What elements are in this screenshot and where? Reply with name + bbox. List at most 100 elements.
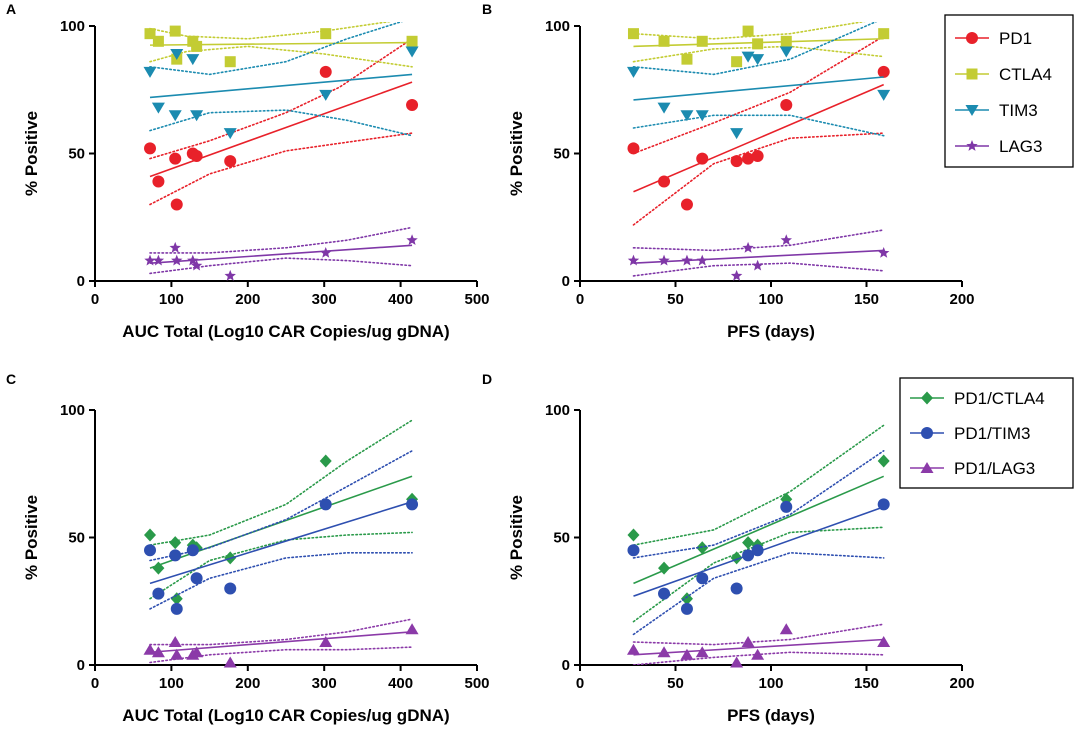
data-point: [780, 35, 792, 47]
data-point: [168, 636, 182, 648]
panel-label: B: [482, 1, 492, 17]
fit-layer: [149, 449, 413, 610]
data-point: [681, 53, 693, 65]
data-point: [780, 500, 793, 513]
confidence-band-lower: [632, 262, 885, 277]
legend-marker: [921, 391, 933, 405]
confidence-band-lower: [149, 551, 413, 610]
legend-marker: [966, 140, 978, 151]
regression-line: [149, 631, 413, 654]
data-point: [319, 636, 333, 648]
y-tick-label: 50: [553, 530, 570, 547]
panel-label: A: [6, 1, 16, 17]
panel-c: C 0 50 100 0 100 200 300 400 500 AUC Total (Log10 …: [6, 371, 490, 725]
x-tick-label: 50: [667, 675, 684, 692]
data-point: [877, 636, 891, 648]
legend-label: PD1/TIM3: [954, 424, 1031, 443]
data-point: [627, 544, 640, 557]
data-point: [780, 99, 793, 112]
x-tick-label: 0: [91, 675, 99, 692]
legend-marker: [921, 427, 933, 439]
data-point: [742, 25, 754, 37]
series-pd1-lag3: [626, 623, 891, 668]
data-point: [627, 528, 640, 542]
data-point: [658, 35, 670, 47]
confidence-band-upper: [632, 449, 885, 559]
confidence-band-lower: [149, 531, 413, 600]
confidence-band-upper: [149, 37, 413, 160]
confidence-band-lower: [632, 45, 885, 63]
data-point: [152, 561, 165, 575]
x-axis-label: PFS (days): [727, 706, 815, 725]
confidence-band-lower: [632, 526, 885, 623]
y-tick-label: 50: [68, 530, 85, 547]
x-tick-label: 500: [464, 675, 489, 692]
data-point: [152, 175, 165, 188]
data-point: [658, 561, 671, 575]
data-point: [186, 544, 199, 557]
confidence-band-upper: [149, 22, 393, 40]
data-point: [190, 259, 203, 271]
x-tick-label: 0: [576, 291, 584, 308]
y-tick-label: 100: [60, 402, 85, 419]
x-tick-label: 100: [758, 675, 783, 692]
confidence-band-upper: [149, 419, 413, 546]
x-tick-label: 0: [576, 675, 584, 692]
data-point: [730, 582, 743, 595]
legend-bottom: PD1/CTLA4 PD1/TIM3 PD1/LAG3: [899, 377, 1074, 489]
data-point: [627, 142, 640, 155]
data-point: [406, 234, 418, 246]
series-lag3: [627, 229, 890, 281]
x-tick-label: 200: [235, 675, 260, 692]
confidence-band-lower: [149, 132, 413, 206]
series-pd1-tim3: [144, 449, 419, 615]
data-point: [223, 656, 237, 668]
data-point: [658, 254, 670, 266]
y-axis-label: % Positive: [22, 111, 41, 196]
x-axis-label: AUC Total (Log10 CAR Copies/ug gDNA): [122, 322, 449, 341]
legend-marker: [920, 462, 934, 473]
fit-layer: [632, 35, 885, 226]
confidence-band-upper: [632, 22, 878, 76]
x-tick-label: 200: [235, 291, 260, 308]
confidence-band-upper: [632, 229, 885, 252]
y-tick-label: 50: [553, 146, 570, 163]
y-tick-label: 0: [77, 657, 85, 674]
fit-layer: [632, 229, 885, 277]
data-point: [657, 646, 671, 658]
legend-label: CTLA4: [999, 65, 1052, 84]
data-point: [878, 28, 890, 40]
data-point: [144, 254, 156, 266]
data-point: [751, 54, 765, 66]
y-tick-label: 0: [562, 273, 570, 290]
data-point: [780, 234, 792, 246]
data-point: [741, 636, 755, 648]
data-point: [143, 643, 157, 655]
confidence-band-upper: [632, 623, 885, 646]
fit-layer: [149, 22, 413, 137]
regression-line: [633, 76, 884, 101]
data-point: [144, 142, 157, 155]
data-point: [779, 623, 793, 635]
regression-line: [149, 501, 413, 585]
x-tick-label: 150: [854, 675, 879, 692]
data-point: [742, 241, 754, 253]
confidence-band-upper: [149, 226, 413, 254]
fit-layer: [632, 623, 885, 665]
confidence-band-lower: [632, 132, 885, 226]
data-point: [224, 56, 236, 68]
data-point: [319, 89, 333, 101]
data-point: [695, 646, 709, 658]
x-tick-label: 0: [91, 291, 99, 308]
data-point: [877, 454, 890, 468]
regression-line: [633, 249, 884, 264]
series-ctla4: [144, 22, 418, 68]
series-pd1-tim3: [627, 449, 890, 636]
legend-frame: [944, 14, 1074, 168]
legend-label: TIM3: [999, 101, 1038, 120]
series-ctla4: [627, 22, 890, 68]
legend-marker: [966, 68, 978, 80]
fit-layer: [149, 226, 413, 275]
data-point: [319, 498, 332, 511]
data-point: [319, 65, 332, 78]
